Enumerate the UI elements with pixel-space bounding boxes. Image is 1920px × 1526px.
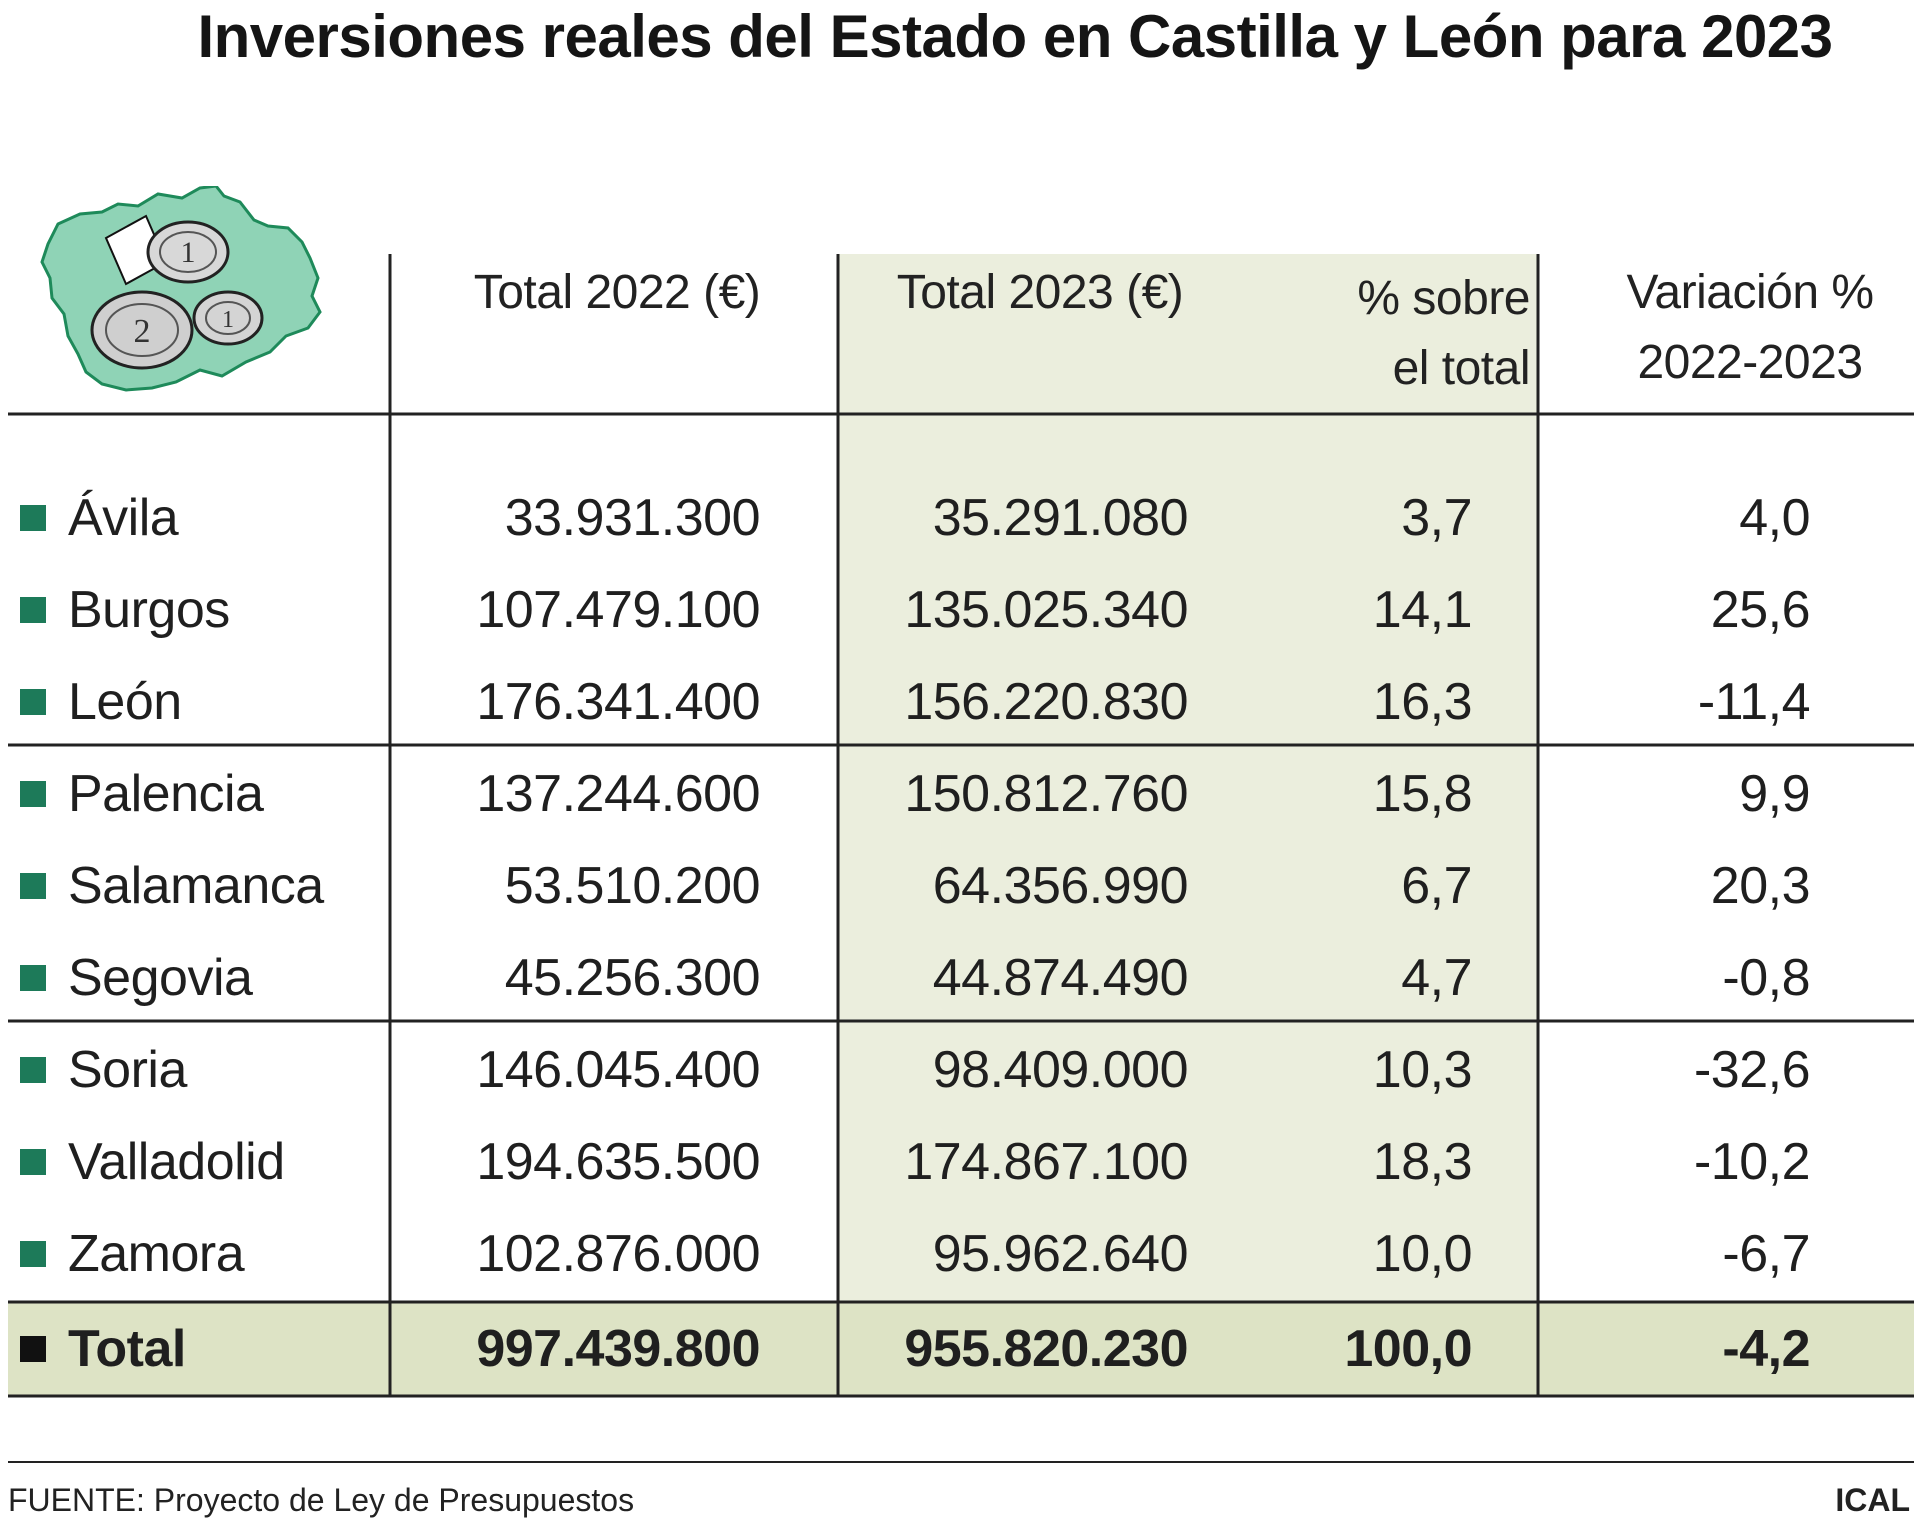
cell-pct-total: 16,3 (1372, 673, 1473, 731)
province-name: Zamora (68, 1225, 245, 1283)
cell-total-2022: 45.256.300 (504, 949, 761, 1007)
province-bullet-icon (20, 1057, 46, 1083)
cell-total-2022: 137.244.600 (476, 765, 760, 823)
cell-pct-total: 10,0 (1372, 1225, 1473, 1283)
total-bullet-icon (20, 1336, 46, 1362)
province-name: Ávila (68, 489, 179, 547)
cell-pct-total: 4,7 (1401, 949, 1472, 1007)
province-bullet-icon (20, 689, 46, 715)
cell-total-2023: 150.812.760 (904, 765, 1188, 823)
svg-text:1: 1 (181, 236, 196, 269)
svg-text:1: 1 (222, 307, 234, 333)
cell-variation: 9,9 (1739, 765, 1810, 823)
header-variation: Variación % 2022-2023 (1540, 258, 1920, 398)
province-name: León (68, 673, 182, 731)
cell-variation: 20,3 (1710, 857, 1811, 915)
cell-total-2022: 194.635.500 (476, 1133, 760, 1191)
cell-total-2023: 174.867.100 (904, 1133, 1188, 1191)
cell-total-2022: 107.479.100 (476, 581, 760, 639)
svg-text:2: 2 (134, 313, 151, 350)
total-cell-pct-total: 100,0 (1344, 1320, 1472, 1378)
cell-total-2023: 98.409.000 (932, 1041, 1189, 1099)
province-name: Salamanca (68, 857, 324, 915)
header-total-2022: Total 2022 (€) (473, 266, 761, 319)
highlight-column-bg (838, 254, 1538, 1302)
cell-variation: -11,4 (1697, 673, 1811, 731)
total-row-bg (8, 1302, 1914, 1396)
cell-variation: -6,7 (1722, 1225, 1810, 1283)
header-var-line1: Variación % (1626, 266, 1874, 319)
total-cell-total-2022: 997.439.800 (476, 1320, 760, 1378)
province-bullet-icon (20, 1149, 46, 1175)
cell-variation: 25,6 (1710, 581, 1811, 639)
total-cell-total-2023: 955.820.230 (904, 1320, 1188, 1378)
header-total-2023: Total 2023 (€) (896, 266, 1184, 319)
cell-variation: -10,2 (1693, 1133, 1811, 1191)
cell-total-2023: 95.962.640 (932, 1225, 1189, 1283)
chart-title-text: Inversiones reales del Estado en Castill… (197, 2, 1833, 70)
province-bullet-icon (20, 873, 46, 899)
cell-pct-total: 15,8 (1372, 765, 1473, 823)
header-pct-line2: el total (1392, 342, 1531, 395)
map-coins-icon: 1 2 1 (40, 186, 322, 392)
cell-pct-total: 3,7 (1401, 489, 1472, 547)
cell-pct-total: 6,7 (1401, 857, 1472, 915)
province-name: Valladolid (68, 1133, 285, 1191)
header-var-line2: 2022-2023 (1637, 336, 1863, 389)
cell-pct-total: 14,1 (1372, 581, 1473, 639)
province-bullet-icon (20, 965, 46, 991)
credit-label: ICAL (1835, 1482, 1910, 1518)
source-note: FUENTE: Proyecto de Ley de Presupuestos (8, 1482, 635, 1518)
cell-total-2023: 64.356.990 (932, 857, 1189, 915)
cell-total-2022: 146.045.400 (476, 1041, 760, 1099)
cell-total-2022: 176.341.400 (476, 673, 760, 731)
header-pct-line1: % sobre (1357, 272, 1530, 325)
total-cell-variation: -4,2 (1722, 1320, 1810, 1378)
province-bullet-icon (20, 597, 46, 623)
cell-total-2023: 156.220.830 (904, 673, 1188, 731)
cell-variation: -0,8 (1722, 949, 1810, 1007)
cell-pct-total: 18,3 (1372, 1133, 1473, 1191)
province-name: Burgos (68, 581, 230, 639)
cell-pct-total: 10,3 (1372, 1041, 1473, 1099)
province-bullet-icon (20, 781, 46, 807)
header-pct-total: % sobre el total (1280, 264, 1530, 404)
province-name: Segovia (68, 949, 253, 1007)
cell-total-2023: 135.025.340 (904, 581, 1188, 639)
cell-total-2022: 102.876.000 (476, 1225, 760, 1283)
cell-total-2023: 44.874.490 (932, 949, 1189, 1007)
province-name: Palencia (68, 765, 264, 823)
province-bullet-icon (20, 1241, 46, 1267)
province-bullet-icon (20, 505, 46, 531)
province-name: Soria (68, 1041, 187, 1099)
cell-variation: -32,6 (1693, 1041, 1811, 1099)
cell-total-2022: 33.931.300 (504, 489, 761, 547)
cell-total-2022: 53.510.200 (504, 857, 761, 915)
cell-variation: 4,0 (1739, 489, 1810, 547)
cell-total-2023: 35.291.080 (932, 489, 1189, 547)
chart-title: Inversiones reales del Estado en Castill… (0, 0, 1920, 72)
total-label: Total (68, 1320, 186, 1378)
